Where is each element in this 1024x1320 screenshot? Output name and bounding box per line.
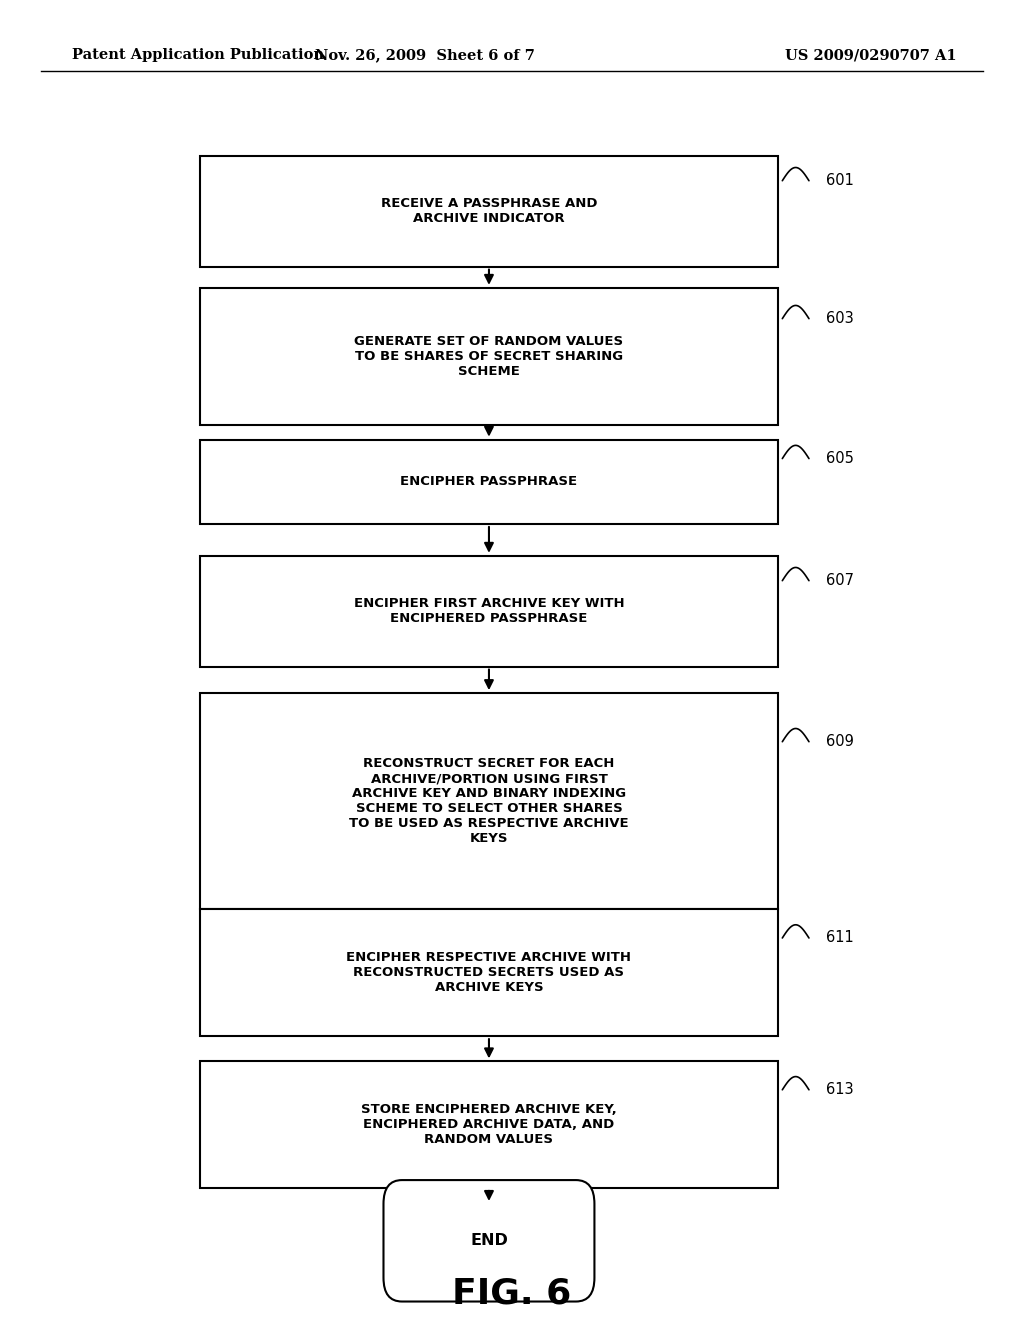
FancyBboxPatch shape [383, 1180, 594, 1302]
Text: STORE ENCIPHERED ARCHIVE KEY,
ENCIPHERED ARCHIVE DATA, AND
RANDOM VALUES: STORE ENCIPHERED ARCHIVE KEY, ENCIPHERED… [361, 1104, 616, 1146]
Text: FIG. 6: FIG. 6 [453, 1276, 571, 1311]
Text: 603: 603 [826, 312, 854, 326]
Text: ENCIPHER RESPECTIVE ARCHIVE WITH
RECONSTRUCTED SECRETS USED AS
ARCHIVE KEYS: ENCIPHER RESPECTIVE ARCHIVE WITH RECONST… [346, 952, 632, 994]
FancyBboxPatch shape [200, 156, 778, 267]
Text: 609: 609 [826, 734, 854, 750]
FancyBboxPatch shape [200, 440, 778, 524]
FancyBboxPatch shape [200, 556, 778, 667]
Text: Nov. 26, 2009  Sheet 6 of 7: Nov. 26, 2009 Sheet 6 of 7 [315, 49, 535, 62]
Text: RECEIVE A PASSPHRASE AND
ARCHIVE INDICATOR: RECEIVE A PASSPHRASE AND ARCHIVE INDICAT… [381, 197, 597, 226]
FancyBboxPatch shape [200, 693, 778, 909]
FancyBboxPatch shape [200, 1061, 778, 1188]
Text: 605: 605 [826, 451, 854, 466]
Text: GENERATE SET OF RANDOM VALUES
TO BE SHARES OF SECRET SHARING
SCHEME: GENERATE SET OF RANDOM VALUES TO BE SHAR… [354, 335, 624, 378]
Text: Patent Application Publication: Patent Application Publication [72, 49, 324, 62]
Text: 607: 607 [826, 573, 854, 589]
FancyBboxPatch shape [200, 909, 778, 1036]
Text: 611: 611 [826, 931, 854, 945]
Text: END: END [470, 1233, 508, 1249]
FancyBboxPatch shape [200, 288, 778, 425]
Text: US 2009/0290707 A1: US 2009/0290707 A1 [784, 49, 956, 62]
Text: ENCIPHER FIRST ARCHIVE KEY WITH
ENCIPHERED PASSPHRASE: ENCIPHER FIRST ARCHIVE KEY WITH ENCIPHER… [353, 597, 625, 626]
Text: 601: 601 [826, 173, 854, 189]
Text: ENCIPHER PASSPHRASE: ENCIPHER PASSPHRASE [400, 475, 578, 488]
Text: 613: 613 [826, 1082, 854, 1097]
Text: RECONSTRUCT SECRET FOR EACH
ARCHIVE/PORTION USING FIRST
ARCHIVE KEY AND BINARY I: RECONSTRUCT SECRET FOR EACH ARCHIVE/PORT… [349, 758, 629, 845]
